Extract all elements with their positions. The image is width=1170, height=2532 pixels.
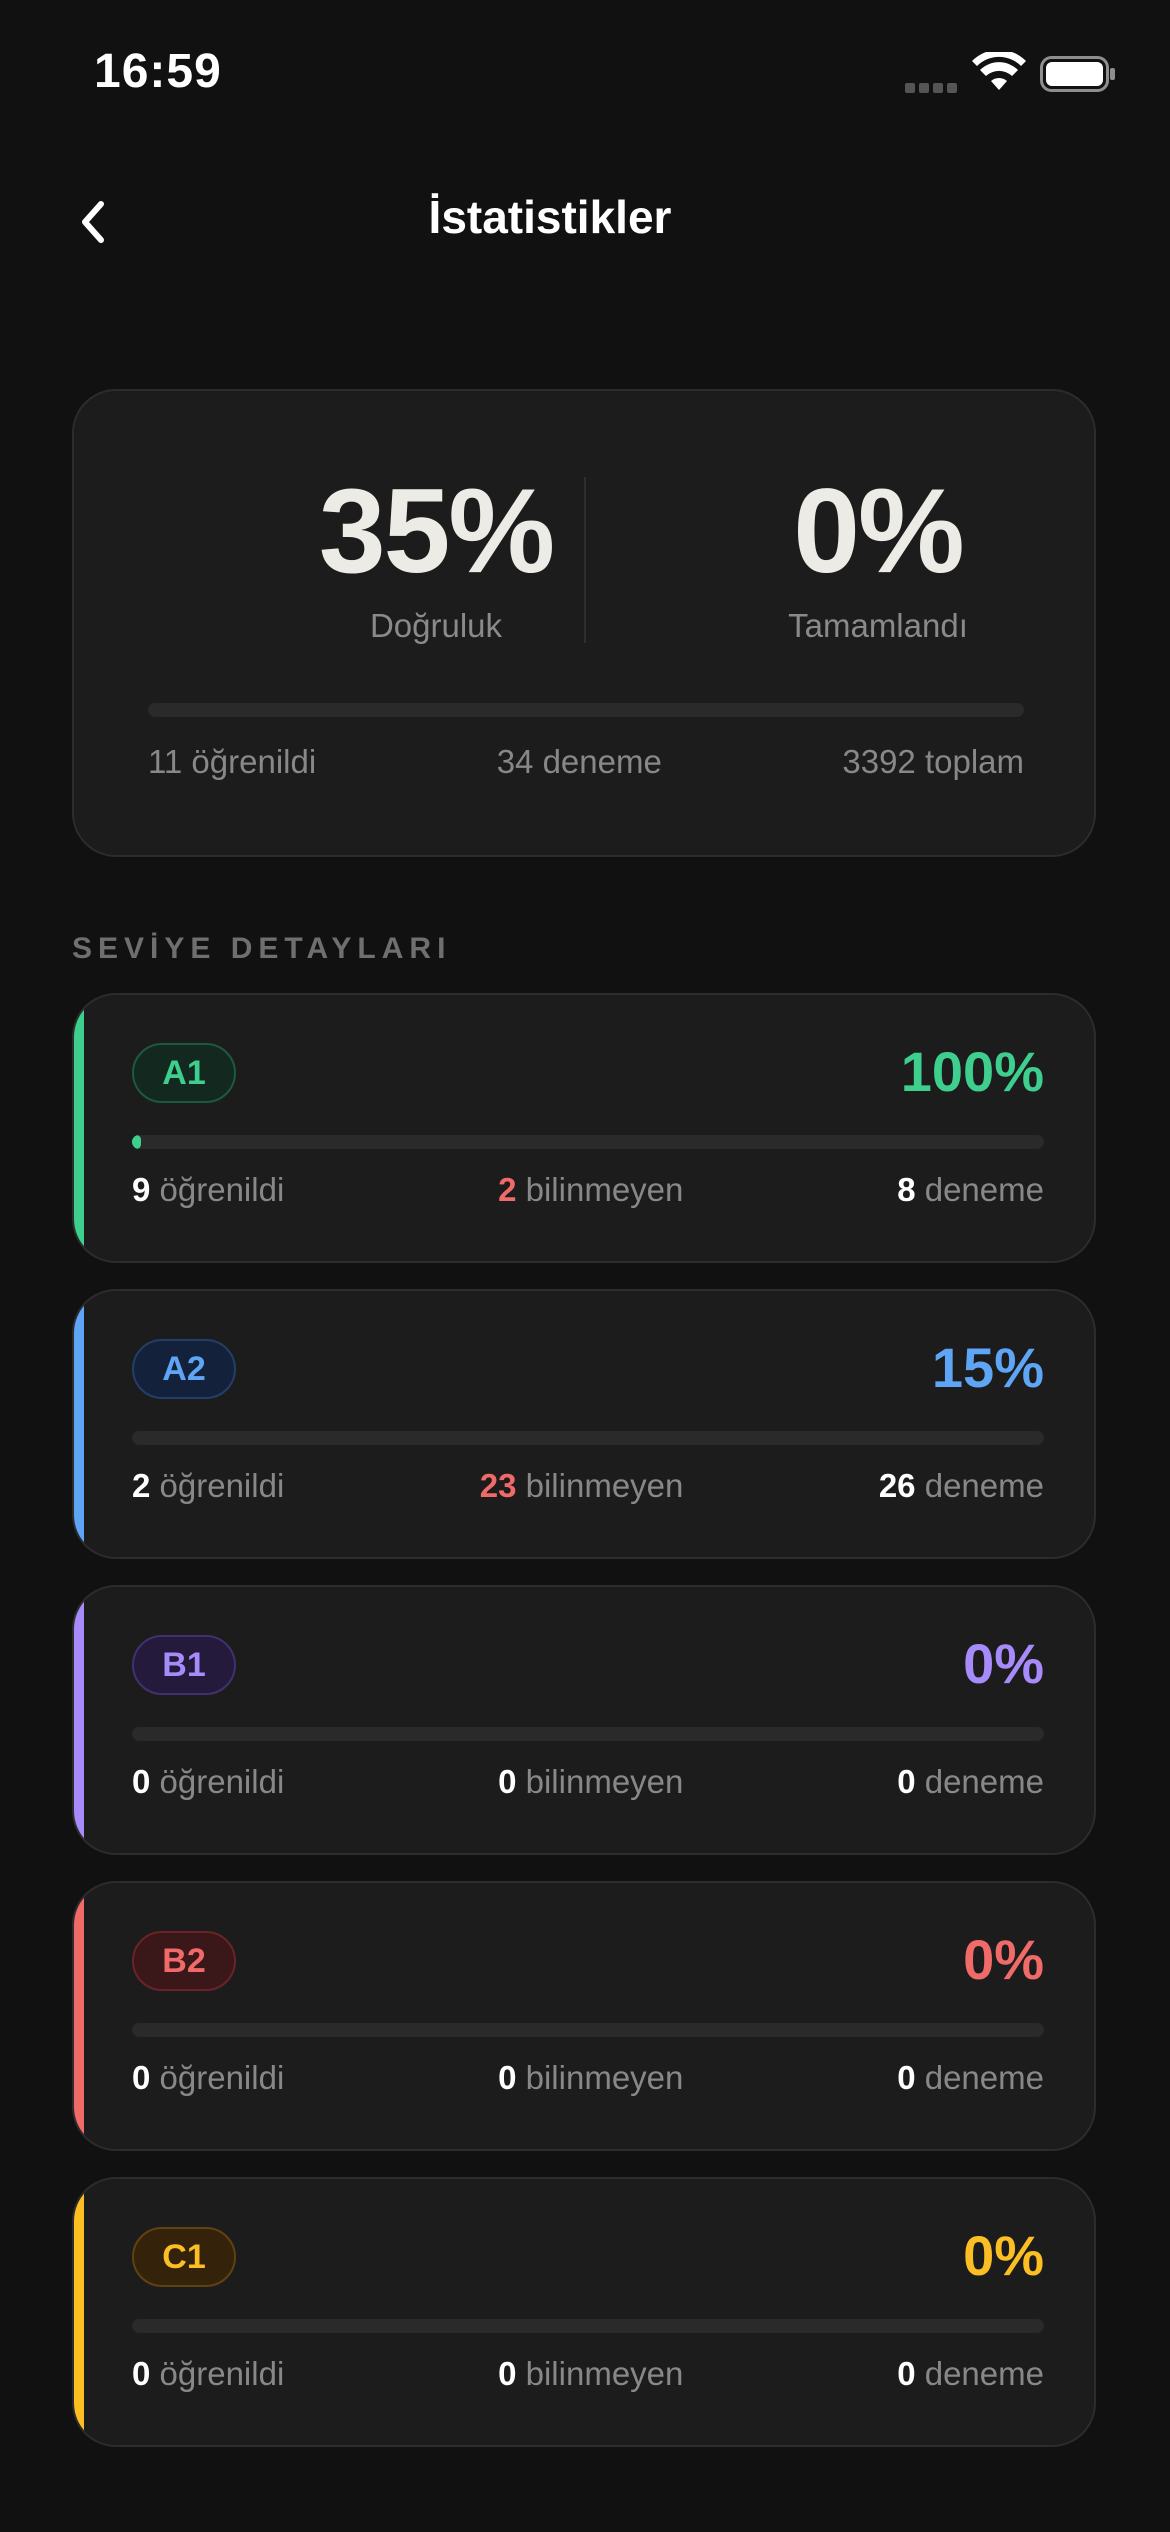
summary-progress-bar (148, 703, 1024, 717)
level-badge: A1 (132, 1043, 236, 1103)
accuracy-label: Doğruluk (369, 607, 503, 644)
accuracy-stat: 35% Doğruluk (256, 471, 616, 645)
battery-icon (1040, 56, 1115, 92)
level-attempts-count: 0 (897, 2059, 916, 2096)
level-attempts: 8 deneme (897, 1171, 1044, 1209)
level-attempts-count: 0 (897, 1763, 916, 1800)
summary-footer: 11 öğrenildi 34 deneme 3392 toplam (148, 743, 1024, 781)
level-accent-bar (74, 2179, 84, 2445)
level-stats: 2 öğrenildi 23 bilinmeyen 26 deneme (132, 1467, 1044, 1505)
chevron-left-icon (82, 201, 104, 243)
level-unknown-label: bilinmeyen (525, 2059, 684, 2096)
level-progress-bar (132, 2319, 1044, 2333)
level-unknown: 0 bilinmeyen (498, 2355, 683, 2393)
level-attempts-label: deneme (924, 1467, 1044, 1504)
level-unknown-label: bilinmeyen (525, 2355, 684, 2392)
level-unknown-count: 0 (498, 1763, 517, 1800)
level-learned: 0 öğrenildi (132, 2355, 284, 2393)
level-attempts: 0 deneme (897, 2059, 1044, 2097)
status-bar: 16:59 (0, 0, 1170, 150)
level-unknown: 23 bilinmeyen (480, 1467, 684, 1505)
level-percent: 0% (963, 2224, 1044, 2287)
level-unknown-label: bilinmeyen (525, 1467, 684, 1504)
accuracy-value: 35% (318, 464, 555, 598)
summary-total: 3392 toplam (842, 743, 1024, 780)
level-card[interactable]: C1 0% 0 öğrenildi 0 bilinmeyen 0 deneme (72, 2177, 1096, 2447)
level-unknown: 0 bilinmeyen (498, 1763, 683, 1801)
level-progress-bar (132, 1727, 1044, 1741)
level-unknown: 0 bilinmeyen (498, 2059, 683, 2097)
level-learned: 0 öğrenildi (132, 1763, 284, 1801)
level-badge: B2 (132, 1931, 236, 1991)
level-accent-bar (74, 1587, 84, 1853)
level-learned-count: 0 (132, 2355, 151, 2392)
header: İstatistikler (0, 170, 1170, 270)
level-badge: A2 (132, 1339, 236, 1399)
level-learned-label: öğrenildi (159, 1763, 285, 1800)
completed-value: 0% (793, 464, 964, 598)
summary-card: 35% Doğruluk 0% Tamamlandı 11 öğrenildi … (72, 389, 1096, 857)
wifi-icon (972, 52, 1026, 90)
level-attempts: 26 deneme (879, 1467, 1044, 1505)
level-badge: B1 (132, 1635, 236, 1695)
cellular-signal-icon (905, 80, 961, 93)
level-attempts: 0 deneme (897, 2355, 1044, 2393)
level-card[interactable]: A2 15% 2 öğrenildi 23 bilinmeyen 26 dene… (72, 1289, 1096, 1559)
completed-stat: 0% Tamamlandı (698, 471, 1058, 645)
level-progress-bar (132, 1135, 1044, 1149)
level-accent-bar (74, 995, 84, 1261)
level-learned-label: öğrenildi (159, 2355, 285, 2392)
level-attempts-count: 26 (878, 1467, 916, 1504)
level-unknown-count: 23 (479, 1467, 517, 1504)
level-card[interactable]: B2 0% 0 öğrenildi 0 bilinmeyen 0 deneme (72, 1881, 1096, 2151)
level-stats: 0 öğrenildi 0 bilinmeyen 0 deneme (132, 2059, 1044, 2097)
level-attempts-label: deneme (924, 1763, 1044, 1800)
level-unknown-count: 0 (498, 2355, 517, 2392)
level-learned-label: öğrenildi (159, 1171, 285, 1208)
level-progress-bar (132, 2023, 1044, 2037)
level-attempts-count: 0 (897, 2355, 916, 2392)
level-unknown-label: bilinmeyen (525, 1171, 684, 1208)
level-unknown-count: 0 (498, 2059, 517, 2096)
completed-label: Tamamlandı (788, 607, 968, 644)
level-learned: 2 öğrenildi (132, 1467, 284, 1505)
level-percent: 15% (931, 1336, 1044, 1399)
level-learned: 9 öğrenildi (132, 1171, 284, 1209)
level-accent-bar (74, 1883, 84, 2149)
level-stats: 9 öğrenildi 2 bilinmeyen 8 deneme (132, 1171, 1044, 1209)
level-learned-count: 9 (132, 1171, 151, 1208)
back-button[interactable] (62, 192, 122, 252)
level-badge: C1 (132, 2227, 236, 2287)
level-unknown-label: bilinmeyen (525, 1763, 684, 1800)
level-progress-fill (132, 1135, 142, 1149)
level-learned-label: öğrenildi (159, 2059, 285, 2096)
level-learned: 0 öğrenildi (132, 2059, 284, 2097)
level-attempts-count: 8 (897, 1171, 916, 1208)
level-learned-count: 0 (132, 1763, 151, 1800)
summary-attempts: 34 deneme (496, 743, 662, 780)
level-card[interactable]: B1 0% 0 öğrenildi 0 bilinmeyen 0 deneme (72, 1585, 1096, 1855)
level-learned-count: 0 (132, 2059, 151, 2096)
level-unknown-count: 2 (498, 1171, 517, 1208)
level-stats: 0 öğrenildi 0 bilinmeyen 0 deneme (132, 2355, 1044, 2393)
level-percent: 0% (963, 1632, 1044, 1695)
level-attempts: 0 deneme (897, 1763, 1044, 1801)
summary-divider (584, 477, 586, 643)
level-learned-count: 2 (132, 1467, 151, 1504)
summary-learned: 11 öğrenildi (148, 743, 317, 780)
level-unknown: 2 bilinmeyen (498, 1171, 683, 1209)
level-stats: 0 öğrenildi 0 bilinmeyen 0 deneme (132, 1763, 1044, 1801)
level-percent: 0% (963, 1928, 1044, 1991)
level-accent-bar (74, 1291, 84, 1557)
level-attempts-label: deneme (924, 1171, 1044, 1208)
page-title: İstatistikler (428, 191, 672, 243)
level-attempts-label: deneme (924, 2059, 1044, 2096)
level-learned-label: öğrenildi (159, 1467, 285, 1504)
level-percent: 100% (900, 1040, 1044, 1103)
level-card[interactable]: A1 100% 9 öğrenildi 2 bilinmeyen 8 denem… (72, 993, 1096, 1263)
level-attempts-label: deneme (924, 2355, 1044, 2392)
level-progress-bar (132, 1431, 1044, 1445)
status-time: 16:59 (94, 45, 222, 98)
section-title: SEVİYE DETAYLARI (72, 932, 452, 965)
